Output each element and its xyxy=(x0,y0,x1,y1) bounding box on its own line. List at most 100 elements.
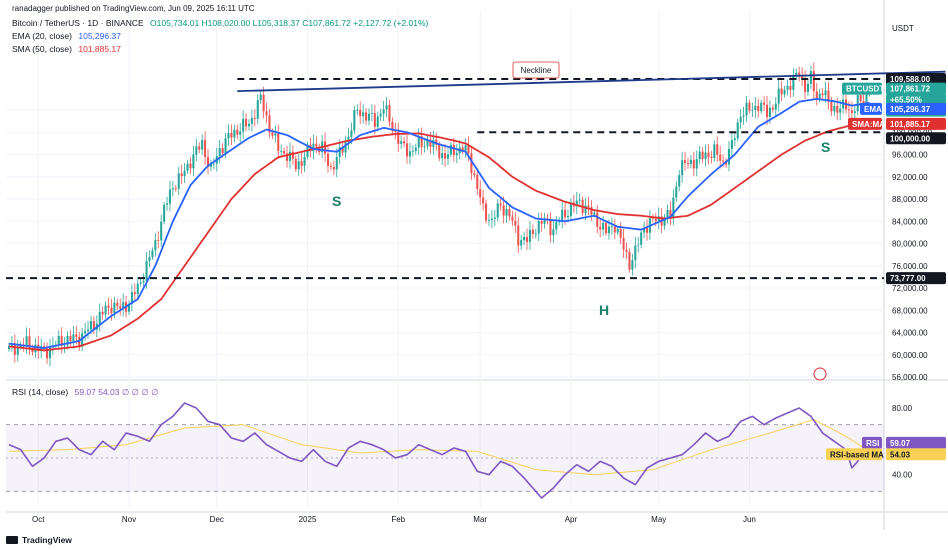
badge-sma-name: SMA:MA xyxy=(852,120,885,129)
candle-body xyxy=(332,167,335,170)
publish-line: ranadagger published on TradingView.com,… xyxy=(12,4,255,13)
neckline-trendline xyxy=(237,70,946,93)
candle-body xyxy=(485,203,488,221)
candle-body xyxy=(113,302,116,313)
candle-body xyxy=(760,102,763,112)
candle-body xyxy=(493,217,496,219)
candle-body xyxy=(464,145,467,152)
price-tick-label: 92,000.00 xyxy=(892,173,928,182)
ema-legend[interactable]: EMA (20, close) 105,296.37 xyxy=(12,31,125,42)
candle-body xyxy=(616,228,619,233)
candle-body xyxy=(204,140,207,158)
candle-body xyxy=(300,161,303,166)
ema-legend-label: EMA (20, close) xyxy=(12,31,72,41)
candle-body xyxy=(446,154,450,159)
price-badges: 109,588.00107,861.72+65.50%07:48:56BTCUS… xyxy=(826,72,946,461)
candle-body xyxy=(628,251,631,270)
left-shoulder-label: S xyxy=(332,193,341,209)
rsi-legend[interactable]: RSI (14, close) 59.07 54.03 ∅ ∅ ∅ ∅ xyxy=(12,387,163,398)
candle-body xyxy=(411,151,414,152)
neckline-label: Neckline xyxy=(521,66,552,75)
badge-sma-name-bg xyxy=(848,117,882,130)
candle-body xyxy=(75,334,78,337)
candle-body xyxy=(119,306,122,309)
candle-body xyxy=(209,164,212,167)
candle-body xyxy=(631,260,634,270)
tradingview-logo[interactable]: TradingView xyxy=(6,535,72,545)
candle-body xyxy=(171,188,174,190)
symbol-title[interactable]: Bitcoin / TetherUS · 1D · BINANCE xyxy=(12,18,144,28)
candle-body xyxy=(429,139,432,147)
candle-body xyxy=(555,221,558,230)
candle-body xyxy=(303,156,306,166)
price-tick-label: 96,000.00 xyxy=(892,151,928,160)
rsi-line xyxy=(8,402,871,499)
candle-body xyxy=(566,215,570,218)
candle-body xyxy=(476,174,479,190)
candle-body xyxy=(92,321,95,330)
candle-body xyxy=(385,105,388,110)
candle-body xyxy=(742,115,745,117)
sma-legend[interactable]: SMA (50, close) 101,885.17 xyxy=(12,44,125,55)
candle-body xyxy=(148,257,151,261)
candle-body xyxy=(584,205,587,214)
currency-label: USDT xyxy=(892,24,914,33)
candle-body xyxy=(60,335,63,346)
candle-body xyxy=(160,221,163,241)
candle-body xyxy=(686,162,690,165)
sma-50-line xyxy=(8,120,870,352)
rsi-tick-label: 80.00 xyxy=(892,404,913,413)
candle-body xyxy=(344,141,347,153)
rsi-legend-values: 59.07 54.03 ∅ ∅ ∅ ∅ xyxy=(74,387,159,397)
candle-body xyxy=(236,129,239,135)
candle-body xyxy=(704,152,707,159)
candle-body xyxy=(525,237,529,243)
badge-ema: 105,296.37 xyxy=(890,105,931,114)
candle-body xyxy=(423,146,426,148)
candle-body xyxy=(730,140,733,149)
candle-body xyxy=(116,302,119,307)
badge-rsi-name: RSI xyxy=(866,439,879,448)
candle-body xyxy=(678,175,681,187)
candle-body xyxy=(771,107,774,110)
candle-body xyxy=(684,160,687,163)
candle-body xyxy=(192,154,195,169)
candle-body xyxy=(496,203,499,218)
candle-body xyxy=(695,159,698,169)
candle-body xyxy=(183,170,186,177)
badge-support-100k-bg xyxy=(886,132,946,145)
candle-body xyxy=(517,225,520,246)
candle-body xyxy=(388,105,391,122)
candle-body xyxy=(865,92,868,107)
candle-body xyxy=(610,226,613,228)
candle-body xyxy=(104,305,107,315)
rsi-legend-label: RSI (14, close) xyxy=(12,387,69,397)
candle-body xyxy=(347,136,350,142)
candle-body xyxy=(403,141,406,144)
candle-body xyxy=(809,71,812,84)
candle-body xyxy=(578,199,581,201)
badge-support-100k: 100,000.00 xyxy=(890,134,931,143)
candle-body xyxy=(335,157,338,170)
candle-body xyxy=(449,144,452,155)
candle-body xyxy=(139,282,142,284)
candle-body xyxy=(590,207,593,215)
candle-body xyxy=(341,147,344,153)
candle-body xyxy=(625,249,628,252)
candle-body xyxy=(247,123,251,127)
candle-body xyxy=(400,141,403,144)
time-tick-label: 2025 xyxy=(299,515,317,524)
candle-body xyxy=(28,336,31,349)
candle-body xyxy=(537,221,540,234)
candle-body xyxy=(57,335,60,345)
candle-body xyxy=(754,105,757,110)
candle-body xyxy=(408,151,411,157)
candle-body xyxy=(806,83,810,92)
candle-body xyxy=(765,104,769,118)
candle-body xyxy=(701,151,704,159)
candle-body xyxy=(461,147,464,152)
candle-body xyxy=(233,129,236,138)
candle-body xyxy=(151,250,154,258)
candle-body xyxy=(783,89,786,95)
